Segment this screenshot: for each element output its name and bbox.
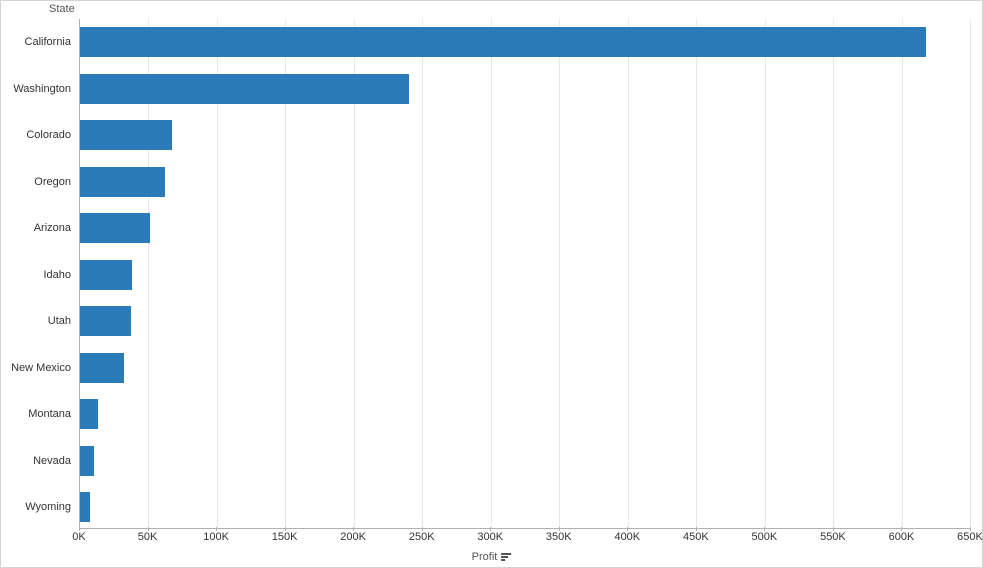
y-label: Washington [13,83,71,95]
x-tick-label: 50K [138,531,158,543]
x-tick-label: 0K [72,531,85,543]
y-label: Idaho [43,269,71,281]
x-tick-label: 650K [957,531,983,543]
x-tick-label: 200K [340,531,366,543]
gridline [559,19,560,528]
x-tick-label: 550K [820,531,846,543]
y-axis-title: State [49,3,75,15]
y-label: Oregon [34,176,71,188]
y-label: California [25,36,71,48]
x-tick-label: 100K [203,531,229,543]
x-axis-title-text: Profit [472,551,498,563]
bar[interactable] [80,120,172,150]
bar[interactable] [80,74,409,104]
y-label: Utah [48,315,71,327]
gridline [833,19,834,528]
bar[interactable] [80,306,131,336]
bar[interactable] [80,353,124,383]
x-axis-title: Profit [472,551,512,563]
y-label: Colorado [26,129,71,141]
gridline [902,19,903,528]
x-axis-ticks: 0K50K100K150K200K250K300K350K400K450K500… [79,531,970,547]
y-label: Nevada [33,455,71,467]
gridline [765,19,766,528]
bar[interactable] [80,167,165,197]
bar[interactable] [80,27,926,57]
gridline [628,19,629,528]
bar[interactable] [80,399,98,429]
x-tick-label: 450K [683,531,709,543]
x-tick-label: 250K [409,531,435,543]
y-label: New Mexico [11,362,71,374]
x-tick-label: 500K [752,531,778,543]
y-axis-labels: California Washington Colorado Oregon Ar… [1,19,79,529]
x-tick-label: 600K [889,531,915,543]
x-tick-label: 400K [614,531,640,543]
bar[interactable] [80,260,132,290]
sort-descending-icon [501,553,511,561]
gridline [696,19,697,528]
bar[interactable] [80,213,150,243]
bar[interactable] [80,446,94,476]
x-tick-label: 150K [272,531,298,543]
plot-area [79,19,970,529]
gridline [491,19,492,528]
gridline [970,19,971,528]
y-label: Wyoming [25,501,71,513]
x-tick-label: 350K [546,531,572,543]
y-label: Montana [28,408,71,420]
bar[interactable] [80,492,90,522]
y-label: Arizona [34,222,71,234]
x-tick-label: 300K [477,531,503,543]
gridline [422,19,423,528]
profit-by-state-chart: State California Washington Colorado Ore… [0,0,983,568]
